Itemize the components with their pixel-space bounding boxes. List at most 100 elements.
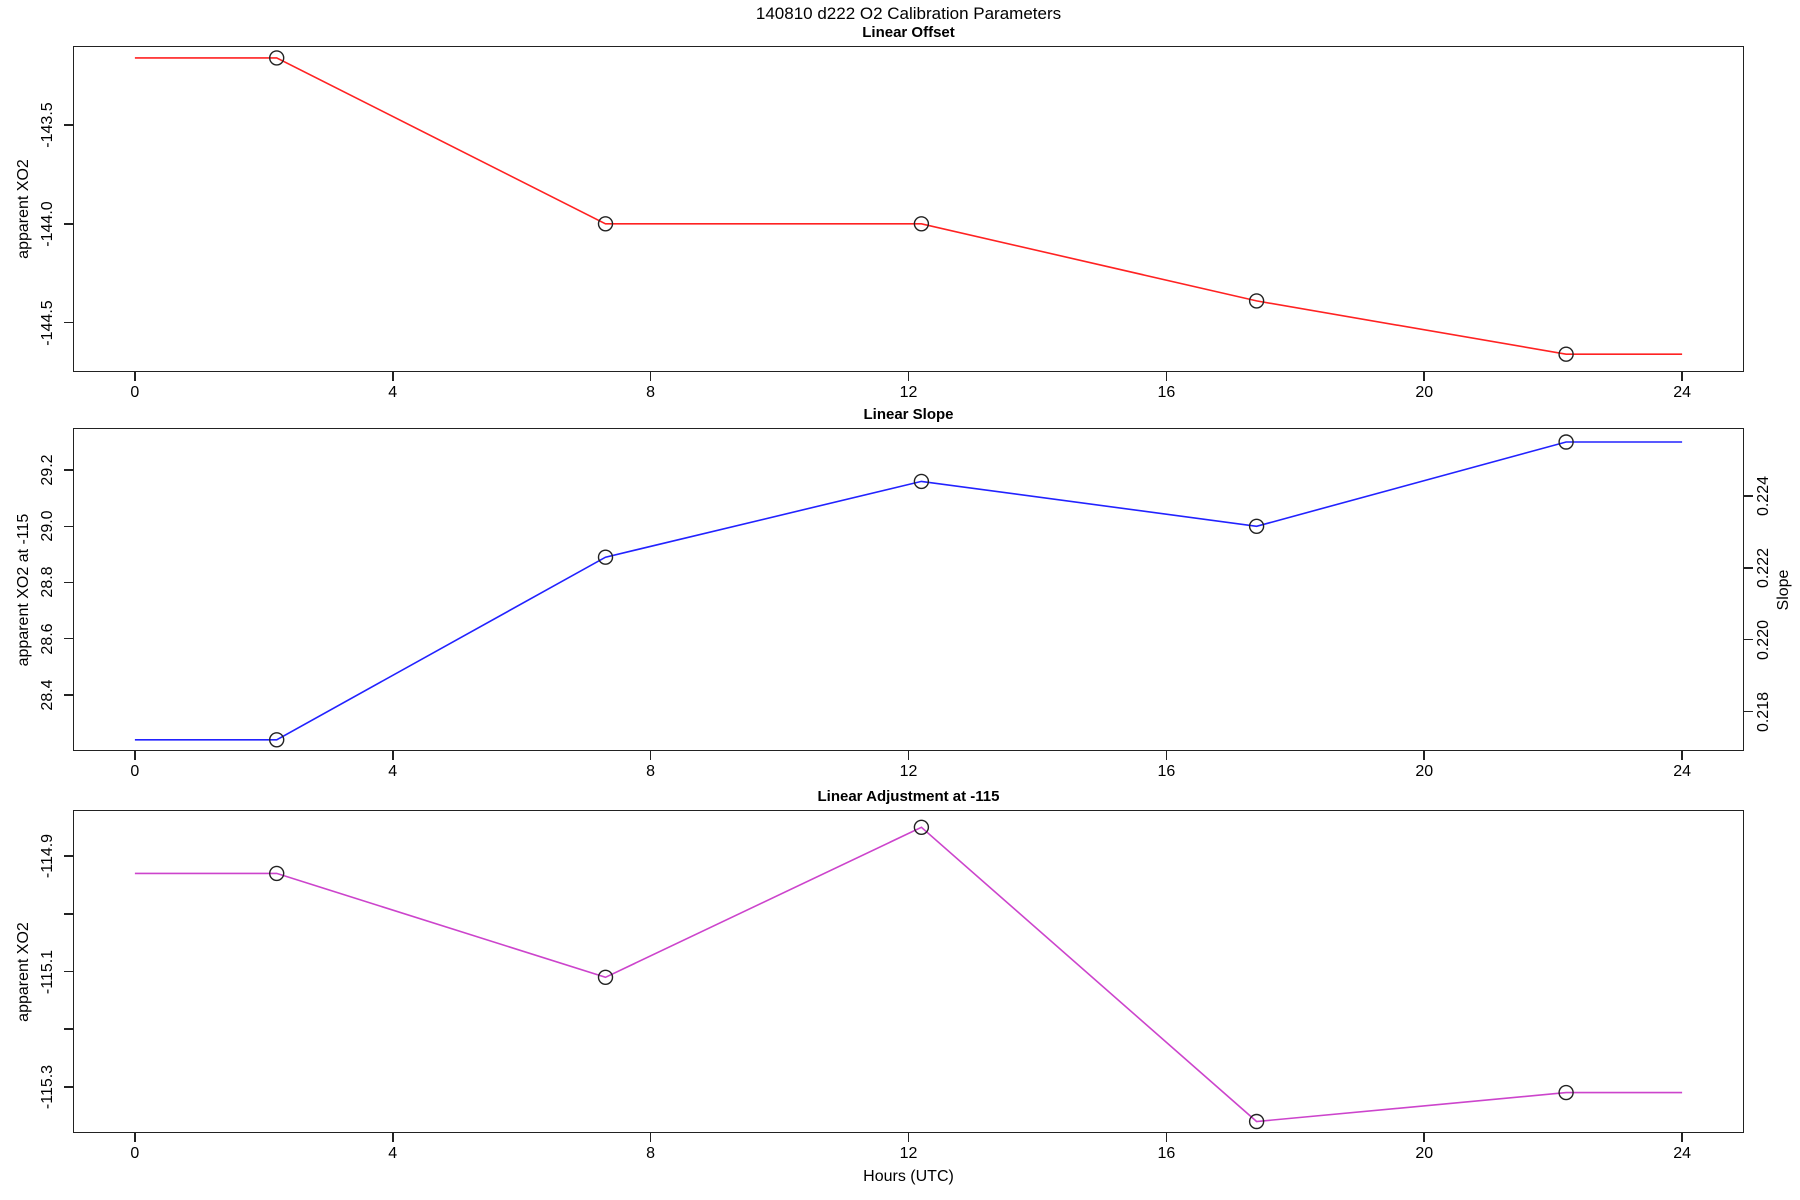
panel-title: Linear Slope (863, 406, 954, 423)
plot-box (73, 428, 1744, 751)
x-tick-label: 16 (1157, 763, 1176, 780)
x-tick-label: 24 (1673, 1145, 1691, 1162)
y-tick-mark (64, 124, 73, 126)
x-tick-label: 16 (1157, 1145, 1176, 1162)
y-axis-label-right: Slope (1775, 569, 1792, 610)
y-tick-mark (64, 581, 73, 584)
x-tick-mark (392, 751, 394, 760)
x-tick-mark (907, 372, 910, 381)
y-tick-mark (64, 223, 73, 225)
x-tick-mark (134, 372, 136, 381)
x-tick-label: 20 (1415, 384, 1434, 401)
data-point-marker (1558, 1084, 1574, 1101)
x-tick-label: 20 (1415, 1145, 1434, 1162)
x-tick-label: 8 (646, 384, 656, 401)
data-point-marker (597, 549, 614, 565)
data-point-marker (268, 732, 285, 748)
x-tick-mark (649, 751, 652, 760)
y-tick-mark (64, 694, 73, 696)
x-tick-mark (1681, 751, 1683, 760)
x-tick-label: 8 (646, 1145, 656, 1162)
series-plot-2 (134, 819, 1683, 1130)
series-line (134, 57, 1683, 356)
plot-box (73, 810, 1744, 1133)
plot-box (73, 46, 1744, 372)
y-tick-label: -144.5 (39, 299, 56, 346)
x-tick-mark (392, 372, 394, 381)
y-tick-mark (64, 637, 73, 640)
x-tick-label: 16 (1157, 384, 1176, 401)
figure-title: 140810 d222 O2 Calibration Parameters (755, 4, 1062, 23)
x-tick-mark (1681, 372, 1683, 381)
x-tick-label: 12 (899, 1145, 918, 1162)
x-tick-label: 24 (1673, 763, 1691, 780)
y-tick-label: -115.1 (39, 949, 56, 994)
y-tick-mark (64, 1086, 73, 1088)
x-tick-label: 0 (130, 763, 140, 780)
x-tick-label: 12 (899, 384, 918, 401)
data-point-marker (1248, 293, 1265, 309)
y-axis-label: apparent XO2 (15, 921, 32, 1022)
x-tick-label: 4 (388, 384, 398, 401)
x-tick-label: 4 (388, 763, 398, 780)
x-tick-label: 24 (1673, 384, 1691, 401)
x-tick-mark (392, 1133, 394, 1142)
x-axis-label: Hours (UTC) (863, 1168, 954, 1185)
panel-title: Linear Adjustment at -115 (817, 788, 1000, 805)
data-point-marker (913, 216, 930, 232)
x-tick-mark (907, 1133, 910, 1142)
y-tick-mark (64, 970, 73, 973)
y-axis-label: apparent XO2 (15, 159, 32, 259)
y-tick-label: -114.9 (39, 834, 56, 879)
y-tick-mark (64, 913, 73, 915)
data-point-marker (1558, 434, 1574, 450)
x-tick-label: 4 (388, 1145, 398, 1162)
x-tick-label: 8 (646, 763, 656, 780)
data-point-marker (268, 50, 285, 66)
series-plot-0 (134, 50, 1683, 362)
data-point-marker (913, 819, 930, 835)
data-point-marker (1248, 1113, 1265, 1130)
data-point-marker (1248, 518, 1265, 535)
data-point-marker (597, 216, 614, 232)
x-tick-mark (907, 751, 910, 760)
x-tick-mark (1165, 751, 1168, 760)
y-tick-label: -144.0 (39, 201, 56, 247)
y-tick-label: -115.3 (39, 1064, 56, 1109)
y-right-tick-mark (1744, 638, 1753, 641)
series-line (134, 826, 1683, 1123)
y-tick-mark (64, 469, 73, 471)
y-tick-mark (64, 1028, 73, 1030)
x-tick-mark (1423, 372, 1425, 381)
x-tick-label: 12 (899, 763, 918, 780)
data-point-marker (913, 473, 930, 490)
series-plot-1 (134, 434, 1683, 748)
series-line (134, 441, 1683, 741)
y-tick-mark (64, 855, 73, 857)
y-tick-mark (64, 321, 73, 324)
y-right-tick-label: 0.220 (1755, 619, 1772, 660)
x-tick-mark (1681, 1133, 1683, 1142)
data-point-marker (268, 865, 285, 882)
y-right-tick-mark (1744, 710, 1753, 713)
x-tick-mark (649, 1133, 652, 1142)
panel-title: Linear Offset (862, 24, 955, 41)
y-right-tick-label: 0.222 (1755, 547, 1772, 588)
y-tick-label: 29.2 (39, 454, 56, 486)
y-axis-label: apparent XO2 at -115 (15, 513, 32, 666)
x-tick-mark (1423, 1133, 1425, 1142)
data-point-marker (1558, 346, 1574, 362)
y-right-tick-mark (1744, 495, 1753, 497)
x-tick-mark (1423, 751, 1425, 760)
x-tick-mark (649, 372, 652, 381)
x-tick-mark (1165, 1133, 1168, 1142)
y-tick-mark (64, 525, 73, 528)
x-tick-label: 0 (130, 384, 140, 401)
x-tick-mark (134, 1133, 136, 1142)
x-tick-mark (134, 751, 136, 760)
y-right-tick-mark (1744, 567, 1753, 569)
x-tick-label: 0 (130, 1145, 140, 1162)
x-tick-label: 20 (1415, 763, 1434, 780)
data-point-marker (597, 969, 614, 986)
